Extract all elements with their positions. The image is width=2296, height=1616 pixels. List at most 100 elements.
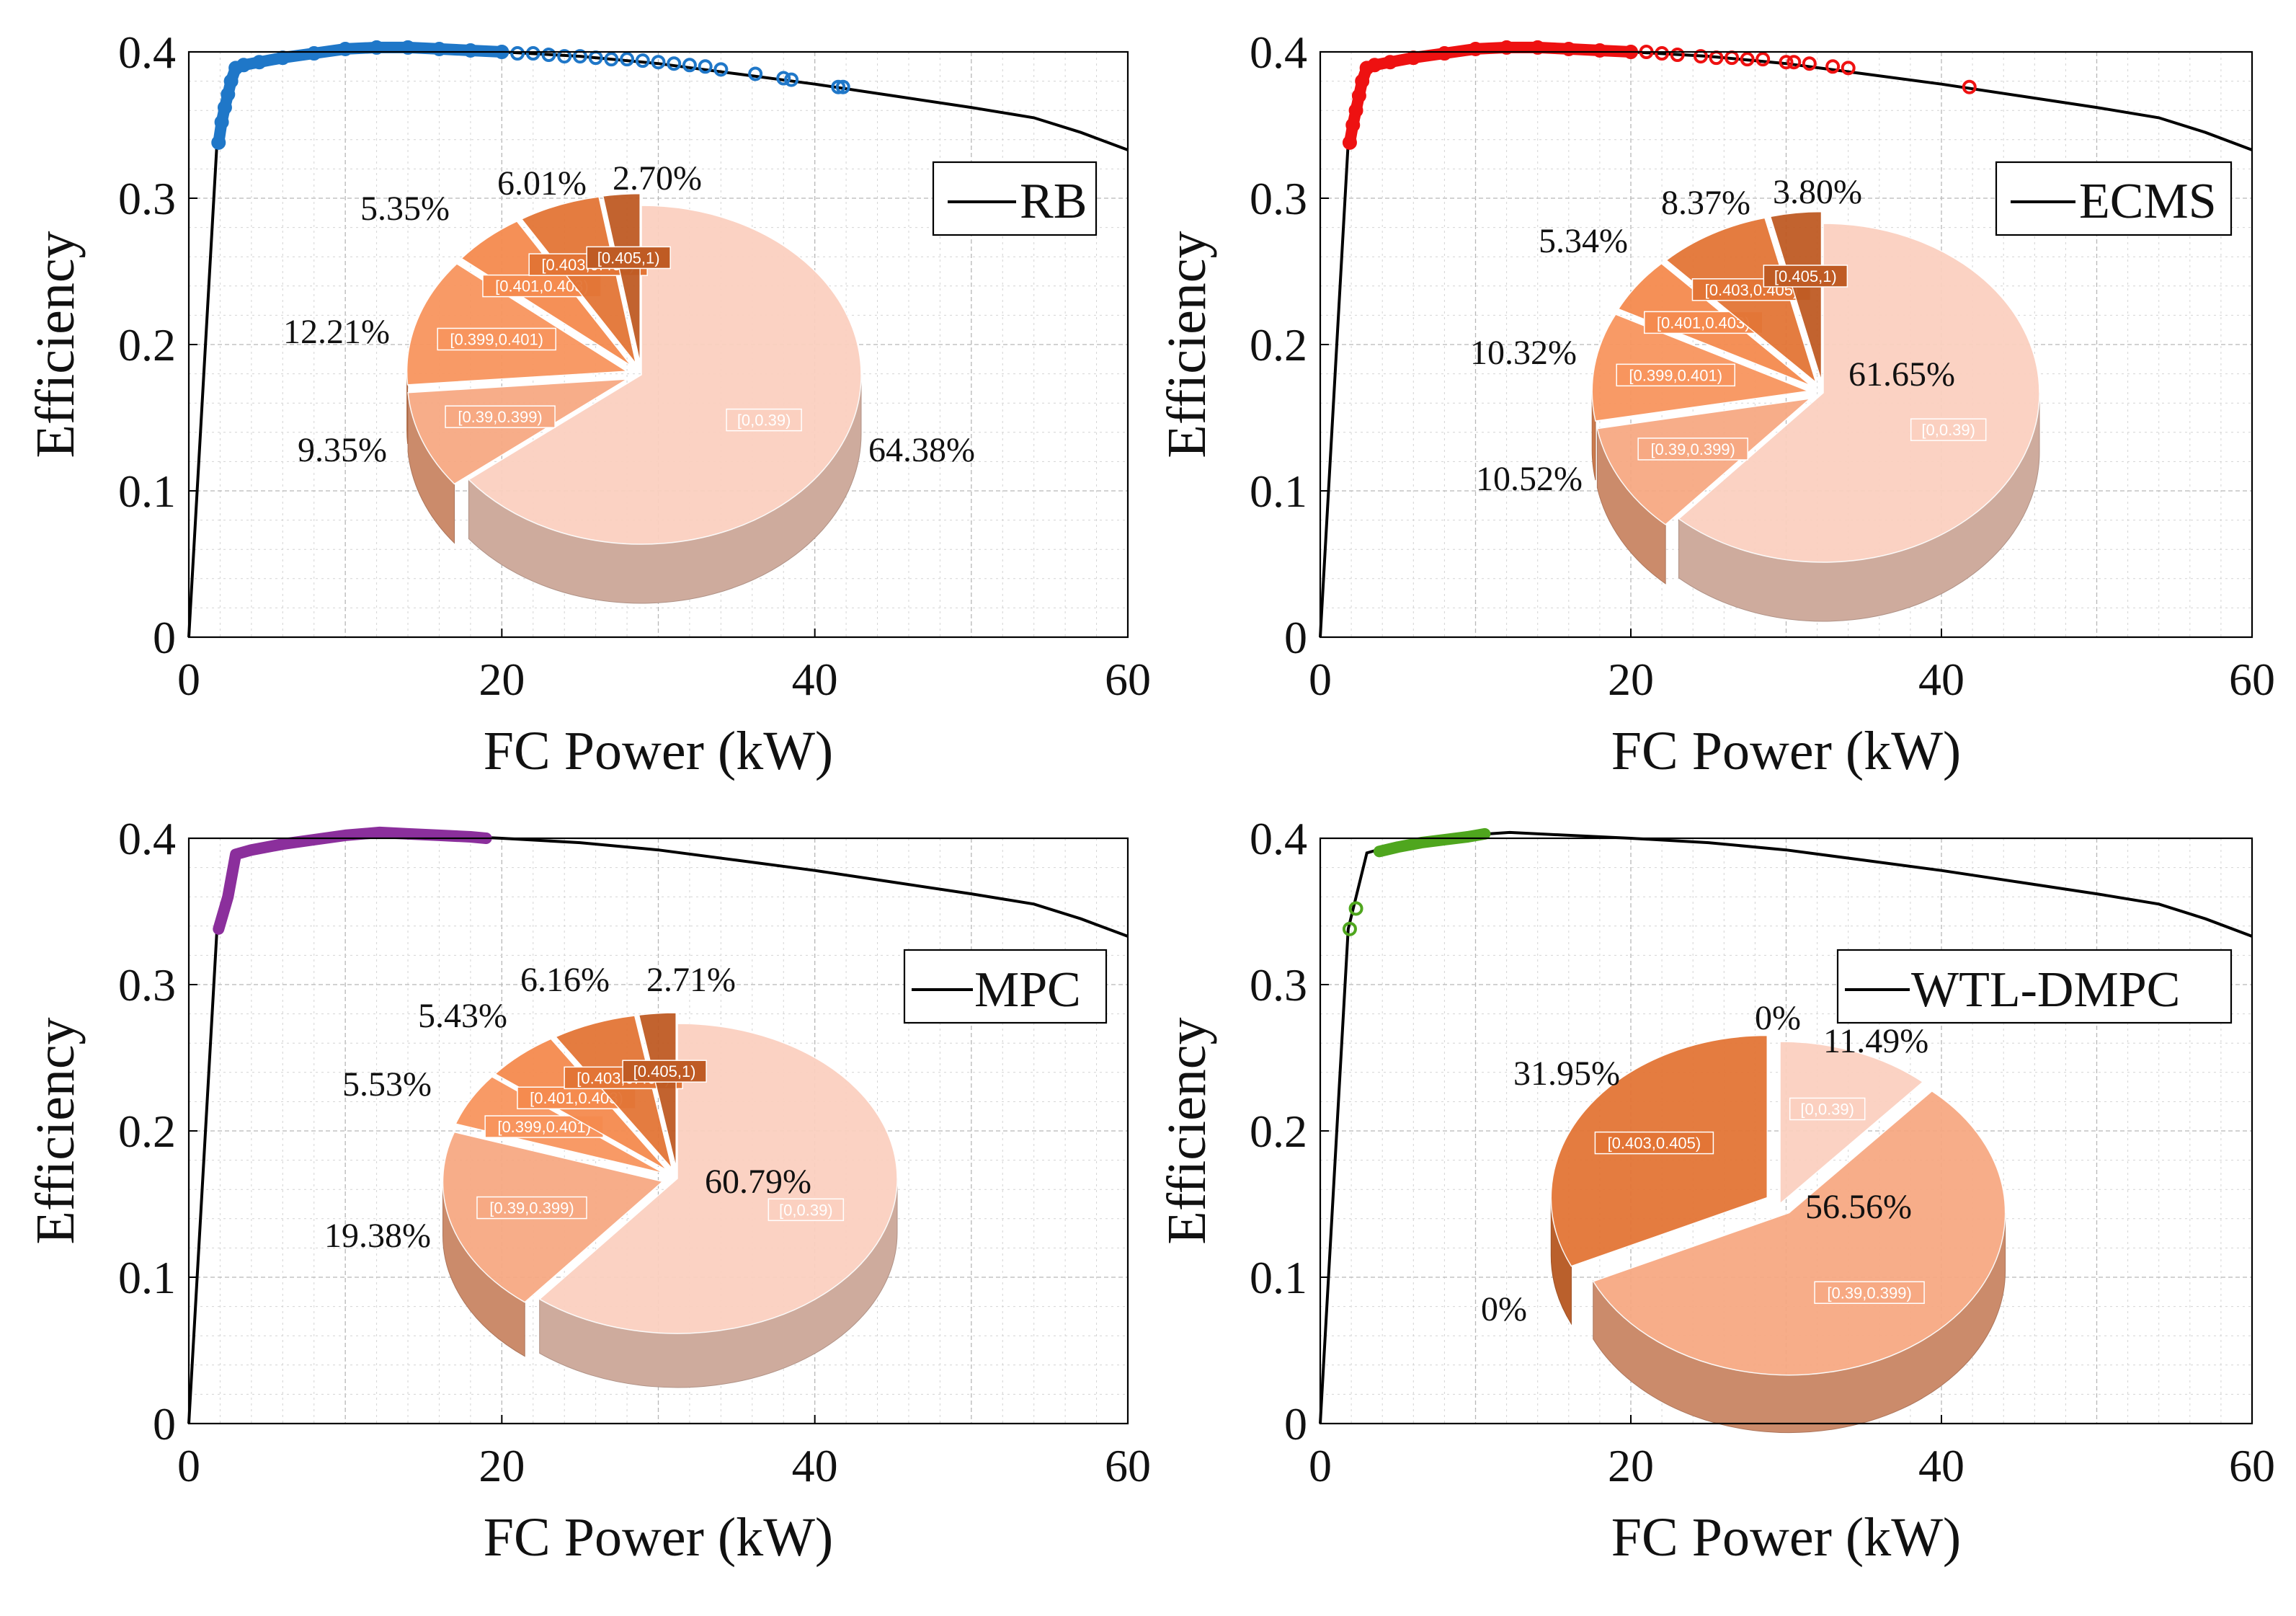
- operating-point: [620, 52, 635, 67]
- operating-point: [1670, 48, 1685, 63]
- pie-slice-label-box: [437, 327, 556, 351]
- pie-slice-label: [0,0.39): [1921, 421, 1975, 439]
- y-tick-label: 0.1: [118, 1252, 176, 1303]
- pie-slice-label-box: [445, 405, 556, 428]
- pie-slice: [1596, 397, 1812, 525]
- operating-point: [682, 58, 697, 73]
- pie-slice-label: [0.39,0.399): [458, 408, 542, 426]
- pie-layer: [0,0.39)[0.39,0.399)[0.399,0.401)[0.401,…: [442, 1012, 898, 1388]
- pie-pct-label: 19.38%: [324, 1217, 431, 1255]
- pie-slice: [406, 263, 628, 386]
- pie-slice-label-box: [726, 408, 802, 432]
- pie-slice-label: [0,0.39): [1800, 1100, 1854, 1118]
- operating-point: [651, 55, 666, 70]
- pie-pct-label: 5.34%: [1539, 222, 1628, 260]
- legend-label: MPC: [974, 962, 1081, 1018]
- x-tick-label: 0: [177, 654, 200, 705]
- y-axis-title: Efficiency: [1157, 231, 1217, 458]
- grid: [189, 52, 1128, 637]
- panel-ecms: [0,0.39) [0.39,0.399) [0.399,0.401) [0.401,…: [1157, 27, 2275, 781]
- pie-slice-label-box: [767, 1198, 845, 1222]
- x-tick-label: 0: [177, 1440, 200, 1491]
- pie-slice: [1592, 1090, 2006, 1376]
- y-tick-label: 0: [153, 612, 176, 663]
- pie-pct-label: 10.52%: [1476, 460, 1583, 498]
- y-tick-label: 0: [153, 1398, 176, 1449]
- pie-slice-label: [0.399,0.401): [497, 1118, 591, 1136]
- y-axis-title: Efficiency: [25, 1017, 86, 1244]
- pie-slice-label-box: [1789, 1097, 1866, 1121]
- pie-slice-label: [0,0.39): [737, 412, 791, 430]
- x-tick-label: 40: [792, 1440, 838, 1491]
- axes-layer: 0 20 40 60 0 0.1 0.2 0.3 0.4 FC Power (kW) Efficie…: [1157, 813, 2275, 1568]
- pie-slice-label: [0.39,0.399): [1650, 440, 1735, 458]
- y-tick-label: 0.3: [118, 959, 176, 1011]
- x-axis-title: FC Power (kW): [484, 1507, 834, 1568]
- pie-slice-label: [0.399,0.401): [1629, 366, 1722, 384]
- operating-band: [1343, 41, 1637, 148]
- pie-pct-label: 2.70%: [613, 159, 702, 197]
- pie-value-labels: 60.79% 19.38% 5.53% 5.43% 6.16% 2.71%: [324, 961, 811, 1255]
- x-tick-label: 20: [1608, 654, 1654, 705]
- x-tick-label: 60: [1105, 654, 1151, 705]
- axes-layer: 0 20 40 60 0 0.1 0.2 0.3 0.4 FC Power (kW) Efficie…: [1157, 27, 2275, 781]
- pie-layer: [0,0.39) [0.39,0.399) [0.403,0.405): [1550, 1034, 2006, 1434]
- operating-point: [1693, 49, 1708, 64]
- pie-slice-label-box: [476, 1196, 587, 1220]
- pie-slice-label-box: [1594, 1131, 1714, 1155]
- operating-point: [572, 49, 587, 64]
- pie-slice: [1779, 1041, 1924, 1205]
- pie-slice: [407, 378, 628, 485]
- axes-layer: 0 20 40 60 0 0.1 0.2 0.3 0.4 FC Power (kW) Efficie…: [25, 813, 1151, 1568]
- y-tick-label: 0.3: [1250, 173, 1307, 224]
- pie-layer: [0,0.39) [0.39,0.399) [0.399,0.401) [0.401,…: [1591, 210, 2040, 622]
- pie-slice-label-box: [1616, 363, 1735, 387]
- x-tick-label: 60: [2229, 654, 2275, 705]
- operating-point: [1342, 921, 1357, 936]
- pie-slice-label: [0.405,1): [633, 1062, 696, 1080]
- operating-point: [1779, 55, 1794, 70]
- pie-slice: [538, 1023, 898, 1334]
- legend-label: WTL-DMPC: [1911, 962, 2180, 1018]
- pie-pct-label: 6.01%: [497, 164, 587, 203]
- operating-point: [1756, 52, 1771, 67]
- x-axis-title: FC Power (kW): [1611, 721, 1962, 781]
- panel-mpc: [0,0.39)[0.39,0.399)[0.399,0.401)[0.401,…: [25, 813, 1151, 1568]
- x-tick-label: 40: [1918, 1440, 1964, 1491]
- axes-layer: 0 20 40 60 0 0.1 0.2 0.3 0.4 FC Power (kW) Efficie…: [25, 27, 1151, 781]
- x-tick-label: 60: [2229, 1440, 2275, 1491]
- legend: RB: [932, 161, 1098, 236]
- pie-slice-label-box: [1814, 1281, 1925, 1305]
- operating-band: [213, 826, 492, 935]
- operating-point: [1348, 901, 1363, 916]
- operating-point: [557, 49, 572, 64]
- pie-pct-label: 5.43%: [418, 997, 507, 1035]
- pie-value-labels: 64.38% 9.35% 12.21% 5.35% 6.01% 2.70%: [283, 159, 975, 469]
- pie-slice-label: [0.401,0.403): [1657, 314, 1750, 332]
- operating-point: [748, 66, 763, 81]
- pie-slice-label: [0.405,1): [597, 249, 660, 267]
- pie-pct-label: 5.53%: [342, 1065, 432, 1104]
- x-tick-label: 40: [1918, 654, 1964, 705]
- operating-point: [541, 48, 556, 63]
- pie-slice: [554, 1015, 673, 1169]
- panel-rb: [0,0.39)[0.39,0.399)[0.399,0.401)[0.401,…: [25, 27, 1151, 781]
- pie-slice-label: [0.405,1): [1774, 267, 1837, 285]
- operating-point: [784, 72, 799, 87]
- pie-slice-label: [0.39,0.399): [489, 1199, 574, 1217]
- operating-point: [667, 56, 682, 71]
- y-tick-label: 0.4: [118, 27, 176, 78]
- operating-point: [1825, 59, 1841, 74]
- y-tick-label: 0.2: [118, 319, 176, 370]
- y-tick-label: 0.4: [1250, 813, 1307, 864]
- pie-pct-label: 10.32%: [1470, 334, 1577, 372]
- operating-point: [831, 79, 846, 94]
- operating-point: [1786, 55, 1802, 70]
- operating-point: [776, 71, 791, 86]
- x-tick-label: 20: [1608, 1440, 1654, 1491]
- operating-point: [698, 59, 713, 74]
- operating-point: [1802, 56, 1817, 71]
- pie-slice-label-box: [586, 246, 671, 270]
- pie-pct-label: 5.35%: [360, 190, 450, 228]
